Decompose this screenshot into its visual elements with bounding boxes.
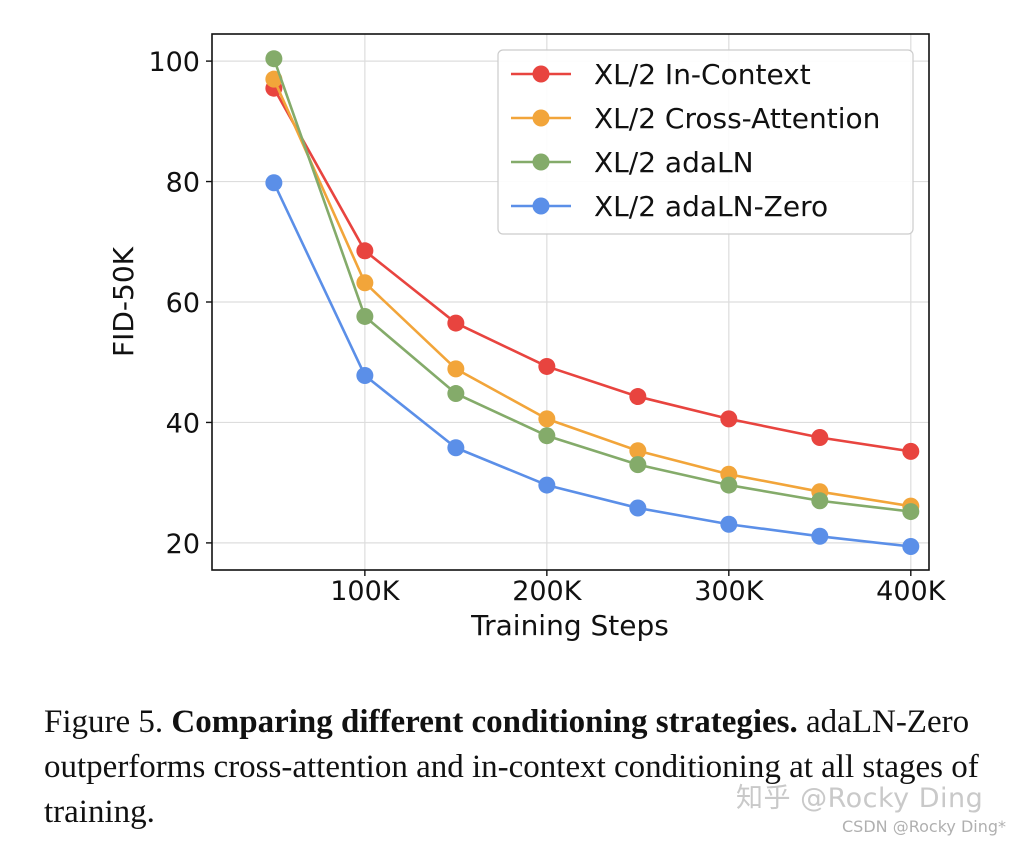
data-point bbox=[811, 492, 829, 510]
series-xl-2-adaln bbox=[265, 50, 920, 521]
series-line bbox=[272, 87, 911, 453]
watermark-zhihu: 知乎 @Rocky Ding bbox=[736, 783, 984, 814]
series-xl-2-adaln-zero bbox=[265, 174, 920, 556]
y-tick-label: 80 bbox=[166, 168, 200, 199]
series-line bbox=[272, 78, 912, 508]
caption-text: adaLN-Zero outperforms cross-attention a… bbox=[44, 704, 979, 830]
y-axis-label: FID-50K bbox=[107, 246, 140, 357]
data-point bbox=[629, 442, 647, 460]
data-point bbox=[720, 410, 738, 428]
data-point bbox=[447, 314, 465, 332]
data-point bbox=[902, 503, 920, 521]
x-axis-ticks: 100K 200K 300K 400K bbox=[330, 570, 947, 607]
data-point bbox=[447, 385, 465, 403]
y-tick-label: 100 bbox=[148, 47, 200, 78]
legend-marker bbox=[532, 109, 550, 127]
legend-label: XL/2 adaLN bbox=[594, 146, 754, 179]
y-axis-ticks: 20 40 60 80 100 bbox=[148, 47, 212, 560]
watermark-csdn: CSDN @Rocky Ding* bbox=[842, 817, 1006, 836]
series-line bbox=[272, 58, 911, 513]
data-point bbox=[811, 527, 829, 545]
x-tick-label: 100K bbox=[330, 576, 401, 607]
legend-label: XL/2 Cross-Attention bbox=[594, 102, 880, 135]
data-point bbox=[356, 242, 374, 260]
caption-bold: Comparing different conditioning strateg… bbox=[171, 704, 798, 740]
x-tick-label: 200K bbox=[512, 576, 583, 607]
data-point bbox=[720, 515, 738, 533]
line-chart: 100K 200K 300K 400K 20 40 60 80 100 Training St… bbox=[107, 33, 947, 642]
data-point bbox=[538, 427, 556, 445]
data-point bbox=[902, 538, 920, 556]
series-line bbox=[272, 182, 911, 548]
data-point bbox=[629, 388, 647, 406]
data-point bbox=[447, 360, 465, 378]
data-point bbox=[538, 357, 556, 375]
data-point bbox=[720, 476, 738, 494]
series-lines bbox=[265, 50, 920, 556]
data-point bbox=[902, 442, 920, 460]
legend-entry: XL/2 In-Context bbox=[511, 58, 811, 91]
legend-entries: XL/2 In-Context XL/2 Cross-Attention XL/2 … bbox=[511, 58, 880, 223]
legend-marker bbox=[532, 65, 550, 83]
x-axis-label: Training Steps bbox=[470, 609, 669, 642]
data-point bbox=[265, 50, 283, 68]
series-xl-2-in-context bbox=[265, 79, 920, 460]
data-point bbox=[265, 70, 283, 88]
data-point bbox=[538, 476, 556, 494]
legend-label: XL/2 In-Context bbox=[594, 58, 811, 91]
legend-box bbox=[497, 49, 914, 235]
figure-caption: Figure 5. Comparing different conditioni… bbox=[44, 700, 1009, 835]
data-point bbox=[629, 499, 647, 517]
legend-label: XL/2 adaLN-Zero bbox=[594, 190, 828, 223]
x-tick-label: 400K bbox=[876, 576, 947, 607]
legend: XL/2 In-Context XL/2 Cross-Attention XL/2 … bbox=[497, 49, 914, 235]
data-point bbox=[538, 410, 556, 428]
data-point bbox=[356, 307, 374, 325]
legend-entry: XL/2 adaLN bbox=[511, 146, 754, 179]
legend-marker bbox=[532, 153, 550, 171]
y-tick-label: 60 bbox=[166, 288, 200, 319]
data-point bbox=[629, 456, 647, 474]
y-tick-label: 20 bbox=[166, 529, 200, 560]
data-point bbox=[265, 174, 283, 192]
x-tick-label: 300K bbox=[694, 576, 765, 607]
data-point bbox=[356, 274, 374, 292]
legend-entry: XL/2 adaLN-Zero bbox=[511, 190, 828, 223]
data-point bbox=[447, 439, 465, 457]
y-tick-label: 40 bbox=[166, 408, 200, 439]
legend-entry: XL/2 Cross-Attention bbox=[511, 102, 880, 135]
caption-prefix: Figure 5. bbox=[44, 704, 172, 740]
data-point bbox=[811, 429, 829, 447]
legend-marker bbox=[532, 197, 550, 215]
data-point bbox=[356, 366, 374, 384]
